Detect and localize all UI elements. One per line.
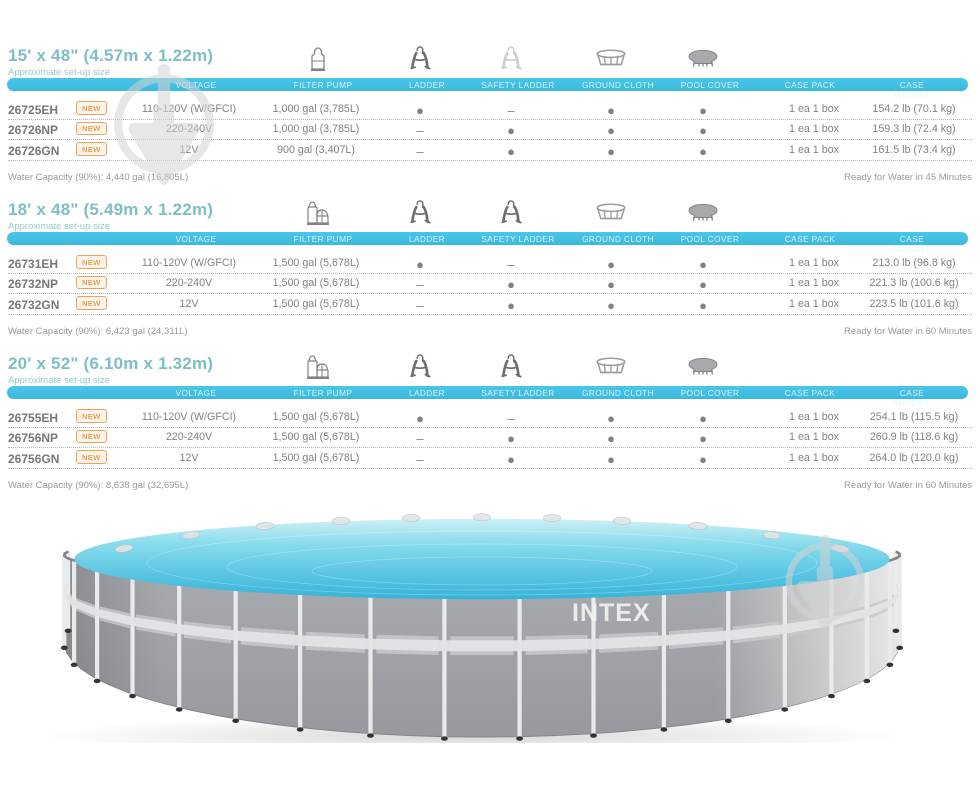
svg-text:INTEX: INTEX (572, 599, 651, 627)
